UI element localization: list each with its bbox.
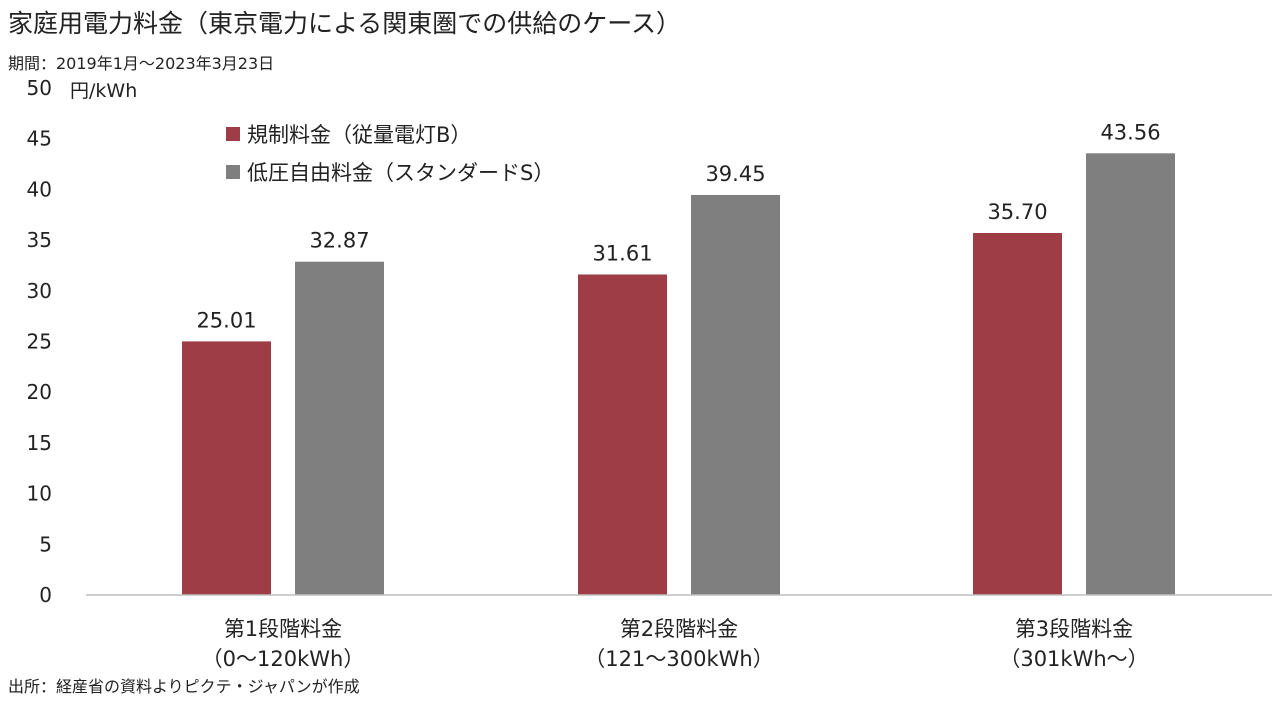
- legend-swatch: [226, 127, 240, 141]
- legend-label: 低圧自由料金（スタンダードS）: [247, 161, 554, 185]
- bar: [578, 274, 667, 595]
- y-axis-unit-label: 円/kWh: [70, 80, 137, 102]
- bars-group: 25.01 32.87 31.61 39.45 35.70 43.56: [182, 120, 1175, 596]
- data-label: 39.45: [705, 162, 765, 186]
- x-category-sublabel: （0～120kWh）: [202, 647, 365, 671]
- chart-title: 家庭用電力料金（東京電力による関東圏での供給のケース）: [8, 9, 682, 38]
- bar: [691, 194, 780, 596]
- y-tick-label: 0: [39, 583, 52, 607]
- y-tick-label: 15: [27, 431, 52, 455]
- x-category-sublabel: （121～300kWh）: [584, 647, 773, 671]
- legend-swatch: [226, 165, 240, 179]
- bar: [295, 261, 384, 595]
- x-category-sublabel: （301kWh～）: [999, 647, 1148, 671]
- y-tick-label: 30: [27, 279, 52, 303]
- chart-period: 期間：2019年1月～2023年3月23日: [8, 54, 275, 73]
- y-tick-label: 25: [27, 330, 52, 354]
- bar: [1086, 153, 1175, 595]
- y-tick-label: 45: [27, 127, 52, 151]
- y-tick-label: 50: [27, 76, 52, 100]
- legend: 規制料金（従量電灯B） 低圧自由料金（スタンダードS）: [226, 123, 554, 185]
- y-axis: 0 5 10 15 20 25 30 35 40 45 50: [27, 76, 52, 607]
- x-category-label: 第2段階料金: [620, 617, 738, 641]
- data-label: 31.61: [592, 241, 652, 265]
- y-tick-label: 5: [39, 532, 52, 556]
- data-label: 43.56: [1100, 120, 1160, 144]
- bar: [182, 341, 271, 595]
- y-tick-label: 35: [27, 228, 52, 252]
- y-tick-label: 20: [27, 380, 52, 404]
- legend-label: 規制料金（従量電灯B）: [247, 123, 471, 147]
- bar: [973, 233, 1062, 595]
- data-label: 25.01: [196, 308, 256, 332]
- x-category-label: 第1段階料金: [224, 617, 342, 641]
- data-label: 35.70: [987, 200, 1047, 224]
- x-axis-categories: 第1段階料金 （0～120kWh） 第2段階料金 （121～300kWh） 第3段階料金…: [202, 617, 1149, 671]
- chart-source: 出所：経産省の資料よりピクテ・ジャパンが作成: [8, 677, 360, 696]
- x-category-label: 第3段階料金: [1015, 617, 1133, 641]
- y-tick-label: 10: [27, 482, 52, 506]
- y-tick-label: 40: [27, 177, 52, 201]
- data-label: 32.87: [309, 229, 369, 253]
